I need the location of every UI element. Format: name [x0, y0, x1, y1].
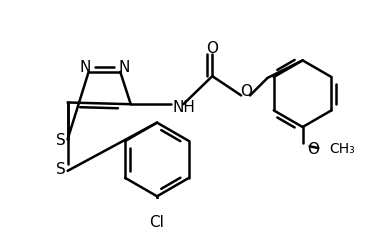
Text: N: N: [118, 60, 129, 75]
Text: O: O: [307, 141, 319, 156]
Text: O: O: [206, 41, 218, 55]
Text: Cl: Cl: [150, 214, 164, 227]
Text: N: N: [80, 60, 91, 75]
Text: O: O: [240, 83, 252, 98]
Text: CH₃: CH₃: [329, 141, 355, 155]
Text: NH: NH: [173, 100, 196, 115]
Text: S: S: [56, 132, 66, 147]
Text: S: S: [56, 161, 66, 176]
